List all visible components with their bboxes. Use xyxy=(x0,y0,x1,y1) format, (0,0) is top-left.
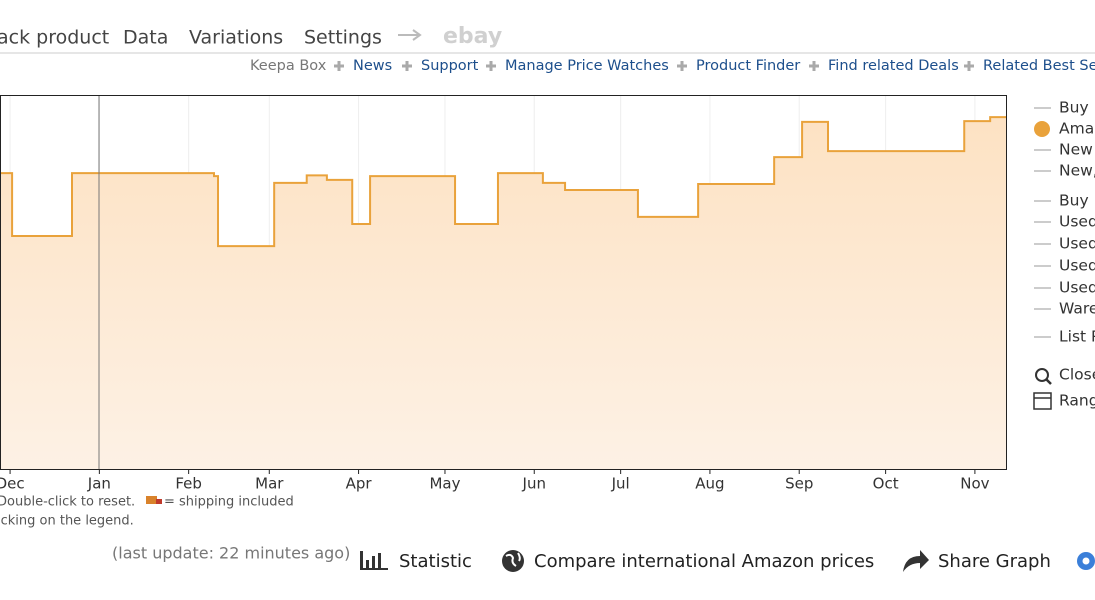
x-tick-label: Aug xyxy=(695,475,724,493)
legend-tool[interactable]: Close xyxy=(1059,366,1095,384)
nav-link[interactable]: Product Finder xyxy=(696,58,800,74)
nav-tab[interactable]: Data xyxy=(123,27,168,49)
truck-icon xyxy=(146,496,157,504)
footer-action[interactable]: Share Graph xyxy=(938,551,1051,572)
nav-link[interactable]: Keepa Box xyxy=(250,58,327,74)
nav-link[interactable]: Find related Deals xyxy=(828,58,959,74)
x-tick-label: Apr xyxy=(346,475,373,493)
legend-entry[interactable]: Ama xyxy=(1059,120,1094,138)
zoom-icon-handle xyxy=(1045,378,1052,385)
truck-icon-cab xyxy=(156,499,162,504)
price-area xyxy=(0,117,1006,469)
note-shipping: = shipping included xyxy=(164,495,294,510)
nav-arrow-head xyxy=(412,29,422,41)
link-separator xyxy=(486,61,496,71)
legend-entry[interactable]: Used xyxy=(1059,279,1095,297)
legend-entry[interactable]: Ware xyxy=(1059,300,1095,318)
nav-link[interactable]: News xyxy=(353,58,392,74)
plot-frame xyxy=(0,95,1007,470)
legend-entry[interactable]: Buy B xyxy=(1059,192,1095,210)
nav-link[interactable]: Manage Price Watches xyxy=(505,58,669,74)
x-tick-label: Mar xyxy=(255,475,284,493)
calendar-icon[interactable] xyxy=(1033,392,1052,410)
note-reset: Double-click to reset. xyxy=(0,495,135,510)
globe-icon-detail xyxy=(505,552,521,567)
x-tick-label: Jan xyxy=(87,475,111,493)
plot xyxy=(0,95,1006,469)
note-legend: icking on the legend. xyxy=(0,514,134,529)
nav-link[interactable]: Related Best Sel xyxy=(983,58,1095,74)
legend-marker xyxy=(1034,121,1050,137)
link-separator xyxy=(402,61,412,71)
settings-icon-hole xyxy=(1082,557,1090,565)
footer-action[interactable]: Compare international Amazon prices xyxy=(534,551,874,572)
last-update: (last update: 22 minutes ago) xyxy=(112,544,350,563)
x-tick-label: Dec xyxy=(0,475,25,493)
x-tick-label: Nov xyxy=(960,475,989,493)
x-tick-label: Oct xyxy=(873,475,899,493)
x-tick-label: Jul xyxy=(611,475,630,493)
legend-entry[interactable]: New xyxy=(1059,141,1093,159)
link-separator xyxy=(809,61,819,71)
legend-entry[interactable]: Used xyxy=(1059,213,1095,231)
link-separator xyxy=(964,61,974,71)
x-tick-label: Jun xyxy=(522,475,546,493)
zoom-icon[interactable] xyxy=(1035,368,1049,382)
nav-tab[interactable]: Settings xyxy=(304,27,382,49)
legend-entry[interactable]: Used xyxy=(1059,257,1095,275)
x-tick-label: Sep xyxy=(785,475,813,493)
link-separator xyxy=(334,61,344,71)
link-separator xyxy=(677,61,687,71)
statistic-icon xyxy=(360,551,388,570)
price-line xyxy=(0,116,1006,248)
legend-entry[interactable]: Buy B xyxy=(1059,99,1095,117)
legend-entry[interactable]: List P xyxy=(1059,328,1095,346)
nav-tab[interactable]: Variations xyxy=(189,27,283,49)
footer-action[interactable]: Statistic xyxy=(399,551,472,572)
ebay-tab[interactable]: ebay xyxy=(443,24,502,49)
nav-link[interactable]: Support xyxy=(421,58,479,74)
legend-tool[interactable]: Rang xyxy=(1059,392,1095,410)
x-tick-label: May xyxy=(429,475,460,493)
share-icon xyxy=(903,550,929,572)
legend-entry[interactable]: New, xyxy=(1059,162,1095,180)
legend-entry[interactable]: Used xyxy=(1059,235,1095,253)
x-tick-label: Feb xyxy=(175,475,202,493)
nav-tab[interactable]: ack product xyxy=(0,27,109,49)
